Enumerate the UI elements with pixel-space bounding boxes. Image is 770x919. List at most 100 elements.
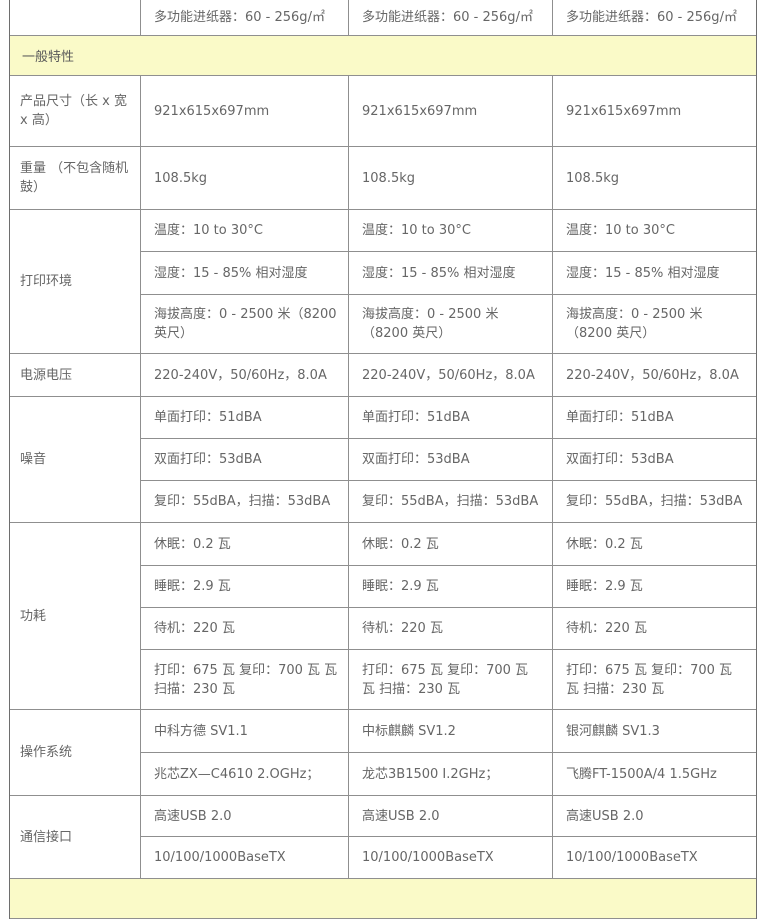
spec-value-cell: 湿度：15 - 85% 相对湿度 — [349, 252, 553, 294]
spec-label-cell: 通信接口 — [10, 796, 141, 878]
table-row: 打印：675 瓦 复印：700 瓦 瓦 扫描：230 瓦打印：675 瓦 复印：… — [141, 649, 756, 709]
subrows: 中科方德 SV1.1 中标麒麟 SV1.2 银河麒麟 SV1.3 兆芯ZX—C4610… — [141, 710, 756, 795]
spec-row-group: 通信接口 高速USB 2.0 高速USB 2.0 高速USB 2.0 10/100/10… — [10, 796, 756, 879]
spec-value-cell: 复印：55dBA，扫描：53dBA — [349, 481, 553, 522]
spec-value-cell: 多功能进纸器：60 - 256g/㎡ — [141, 0, 349, 35]
spec-value-cell: 中科方德 SV1.1 — [141, 710, 349, 752]
subrows: 921x615x697mm 921x615x697mm 921x615x697mm — [141, 76, 756, 146]
spec-value-cell: 待机：220 瓦 — [349, 608, 553, 649]
spec-value-cell: 湿度：15 - 85% 相对湿度 — [141, 252, 349, 294]
subrows: 多功能进纸器：60 - 256g/㎡ 多功能进纸器：60 - 256g/㎡ 多功能进… — [141, 0, 756, 35]
spec-value-cell: 海拔高度：0 - 2500 米（8200 英尺） — [349, 295, 553, 353]
spec-value-cell: 108.5kg — [141, 147, 349, 209]
spec-value-cell: 高速USB 2.0 — [349, 796, 553, 836]
subrows: 休眠：0.2 瓦休眠：0.2 瓦休眠：0.2 瓦睡眠：2.9 瓦睡眠：2.9 瓦… — [141, 523, 756, 709]
next-section-partial — [10, 879, 756, 919]
spec-value-cell: 海拔高度：0 - 2500 米（8200 英尺） — [566, 307, 703, 341]
spec-value-cell: 温度：10 to 30°C — [349, 210, 553, 251]
table-row: 单面打印：51dBA 单面打印：51dBA 单面打印：51dBA — [141, 397, 756, 438]
spec-value-cell: 睡眠：2.9 瓦 — [141, 566, 349, 607]
spec-value-cell: 108.5kg — [349, 147, 553, 209]
spec-value-cell: 10/100/1000BaseTX — [566, 850, 698, 865]
spec-row-group: 产品尺寸（长 x 宽 x 高） 921x615x697mm 921x615x697m… — [10, 76, 756, 147]
spec-label-cell: 打印环境 — [10, 210, 141, 353]
spec-value-cell: 220-240V，50/60Hz，8.0A — [141, 354, 349, 396]
spec-value-cell: 休眠：0.2 瓦 — [141, 523, 349, 565]
spec-value-cell: 睡眠：2.9 瓦 — [566, 579, 643, 594]
subrows: 单面打印：51dBA 单面打印：51dBA 单面打印：51dBA 双面打印：53dBA… — [141, 397, 756, 522]
spec-value-cell: 休眠：0.2 瓦 — [349, 523, 553, 565]
table-row: 待机：220 瓦待机：220 瓦待机：220 瓦 — [141, 607, 756, 649]
spec-row-group: 操作系统 中科方德 SV1.1 中标麒麟 SV1.2 银河麒麟 SV1.3 兆芯ZX—C… — [10, 710, 756, 796]
spec-value-cell: 温度：10 to 30°C — [566, 223, 675, 238]
spec-value-cell: 220-240V，50/60Hz，8.0A — [349, 354, 553, 396]
spec-value-cell: 高速USB 2.0 — [141, 796, 349, 836]
table-row: 兆芯ZX—C4610 2.OGHz； 龙芯3B1500 I.2GHz； 飞腾FT-1… — [141, 752, 756, 795]
spec-value-cell: 10/100/1000BaseTX — [141, 837, 349, 878]
spec-value-cell: 220-240V，50/60Hz，8.0A — [566, 367, 739, 383]
spec-value-cell: 单面打印：51dBA — [349, 397, 553, 438]
table-row: 高速USB 2.0 高速USB 2.0 高速USB 2.0 — [141, 796, 756, 836]
spec-value-cell: 兆芯ZX—C4610 2.OGHz； — [141, 753, 349, 795]
spec-row-group: 功耗 休眠：0.2 瓦休眠：0.2 瓦休眠：0.2 瓦睡眠：2.9 瓦睡眠：2.9… — [10, 523, 756, 710]
section-header: 一般特性 — [10, 36, 756, 76]
spec-row-group: 电源电压 220-240V，50/60Hz，8.0A 220-240V，50/60H… — [10, 354, 756, 397]
spec-value-cell: 108.5kg — [566, 170, 619, 186]
table-row: 多功能进纸器：60 - 256g/㎡ 多功能进纸器：60 - 256g/㎡ 多功能进… — [141, 0, 756, 35]
table-row: 湿度：15 - 85% 相对湿度 湿度：15 - 85% 相对湿度 湿度：15 - … — [141, 251, 756, 294]
subrows: 温度：10 to 30°C 温度：10 to 30°C 温度：10 to 30°C 湿… — [141, 210, 756, 353]
table-row: 温度：10 to 30°C 温度：10 to 30°C 温度：10 to 30°C — [141, 210, 756, 251]
table-row: 睡眠：2.9 瓦睡眠：2.9 瓦睡眠：2.9 瓦 — [141, 565, 756, 607]
spec-value-cell: 中标麒麟 SV1.2 — [349, 710, 553, 752]
spec-value-cell: 休眠：0.2 瓦 — [566, 536, 643, 552]
spec-value-cell: 复印：55dBA，扫描：53dBA — [566, 494, 743, 509]
spec-table: 多功能进纸器：60 - 256g/㎡ 多功能进纸器：60 - 256g/㎡ 多功能进… — [9, 0, 757, 919]
spec-value-cell: 龙芯3B1500 I.2GHz； — [349, 753, 553, 795]
table-row: 220-240V，50/60Hz，8.0A 220-240V，50/60Hz，8.… — [141, 354, 756, 396]
spec-value-cell: 921x615x697mm — [349, 76, 553, 146]
spec-value-cell: 10/100/1000BaseTX — [349, 837, 553, 878]
spec-value-cell: 复印：55dBA，扫描：53dBA — [141, 481, 349, 522]
table-row: 双面打印：53dBA 双面打印：53dBA 双面打印：53dBA — [141, 438, 756, 480]
table-row: 复印：55dBA，扫描：53dBA 复印：55dBA，扫描：53dBA 复印：55d… — [141, 480, 756, 522]
table-row: 海拔高度：0 - 2500 米（8200 英尺） 海拔高度：0 - 2500 米（… — [141, 294, 756, 353]
spec-label-cell: 噪音 — [10, 397, 141, 522]
spec-row-group: 噪音 单面打印：51dBA 单面打印：51dBA 单面打印：51dBA 双面打印：53d… — [10, 397, 756, 523]
spec-label-cell: 电源电压 — [10, 354, 141, 396]
spec-value-cell: 待机：220 瓦 — [566, 621, 647, 636]
table-row: 10/100/1000BaseTX 10/100/1000BaseTX 10/100… — [141, 836, 756, 878]
subrows: 108.5kg 108.5kg 108.5kg — [141, 147, 756, 209]
spec-label-cell: 产品尺寸（长 x 宽 x 高） — [10, 76, 141, 146]
partial-top-row: 多功能进纸器：60 - 256g/㎡ 多功能进纸器：60 - 256g/㎡ 多功能进… — [10, 0, 756, 36]
spec-row-group: 重量 （不包含随机鼓） 108.5kg 108.5kg 108.5kg — [10, 147, 756, 210]
spec-row-group: 打印环境 温度：10 to 30°C 温度：10 to 30°C 温度：10 to 3… — [10, 210, 756, 354]
table-row: 中科方德 SV1.1 中标麒麟 SV1.2 银河麒麟 SV1.3 — [141, 710, 756, 752]
spec-value-cell: 温度：10 to 30°C — [141, 210, 349, 251]
spec-value-cell: 921x615x697mm — [566, 103, 682, 119]
spec-value-cell: 单面打印：51dBA — [566, 410, 674, 425]
spec-value-cell: 单面打印：51dBA — [141, 397, 349, 438]
subrows: 220-240V，50/60Hz，8.0A 220-240V，50/60Hz，8.… — [141, 354, 756, 396]
spec-value-cell: 打印：675 瓦 复印：700 瓦 瓦 扫描：230 瓦 — [349, 650, 553, 709]
spec-value-cell: 睡眠：2.9 瓦 — [349, 566, 553, 607]
spec-value-cell: 飞腾FT-1500A/4 1.5GHz — [566, 766, 717, 782]
table-row: 休眠：0.2 瓦休眠：0.2 瓦休眠：0.2 瓦 — [141, 523, 756, 565]
spec-value-cell: 海拔高度：0 - 2500 米（8200 英尺） — [141, 295, 349, 353]
spec-value-cell: 多功能进纸器：60 - 256g/㎡ — [349, 0, 553, 35]
spec-value-cell: 多功能进纸器：60 - 256g/㎡ — [566, 10, 737, 25]
spec-value-cell: 待机：220 瓦 — [141, 608, 349, 649]
subrows: 高速USB 2.0 高速USB 2.0 高速USB 2.0 10/100/1000Ba… — [141, 796, 756, 878]
spec-label-cell: 重量 （不包含随机鼓） — [10, 147, 141, 209]
spec-value-cell: 双面打印：53dBA — [141, 439, 349, 480]
spec-value-cell: 双面打印：53dBA — [349, 439, 553, 480]
spec-label-cell: 功耗 — [10, 523, 141, 709]
spec-value-cell: 湿度：15 - 85% 相对湿度 — [566, 265, 720, 281]
empty-label-cell — [10, 0, 141, 35]
spec-value-cell: 921x615x697mm — [141, 76, 349, 146]
spec-value-cell: 打印：675 瓦 复印：700 瓦 瓦 扫描：230 瓦 — [566, 662, 733, 697]
spec-value-cell: 银河麒麟 SV1.3 — [566, 723, 660, 739]
spec-value-cell: 双面打印：53dBA — [566, 452, 674, 467]
table-row: 921x615x697mm 921x615x697mm 921x615x697mm — [141, 76, 756, 146]
spec-value-cell: 高速USB 2.0 — [566, 808, 644, 824]
spec-label-cell: 操作系统 — [10, 710, 141, 795]
